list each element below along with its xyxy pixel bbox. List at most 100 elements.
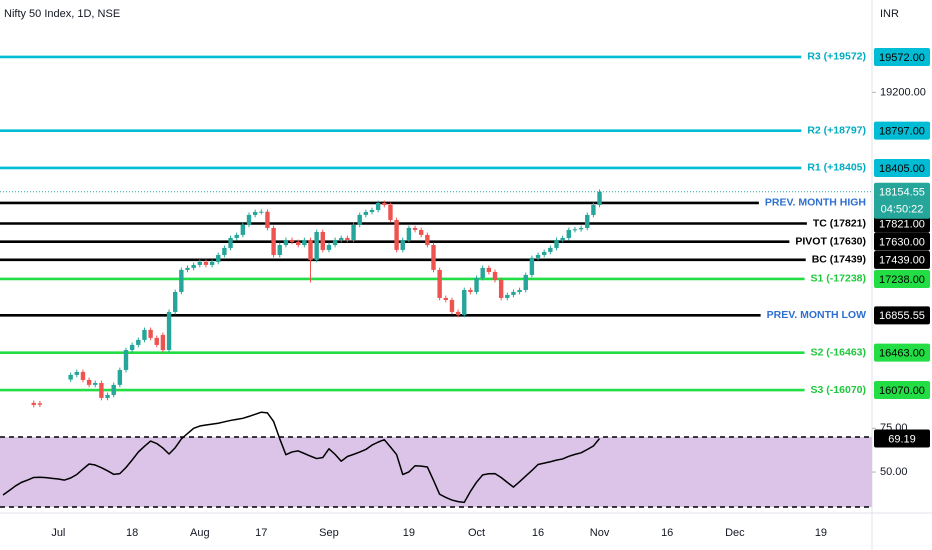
candle-body [394,219,399,250]
candle-body [277,244,282,255]
level-label: BC (17439) [812,254,866,266]
level-label: R2 (+18797) [807,124,866,136]
candle-body [283,239,289,245]
candle-body [228,237,233,248]
candle-body [68,374,73,380]
candle-body [111,384,116,395]
y-tick-label: 19200.00 [880,86,926,98]
level-price-label: 16855.55 [879,310,925,322]
candle-body [351,224,356,240]
level-price-box [874,381,930,400]
x-tick-label: 16 [532,527,544,539]
candle-body [197,261,202,265]
candle-body [486,267,492,272]
level-price-box [874,232,930,251]
candle-body [222,247,227,255]
x-tick-label: Jul [51,527,65,539]
candle-body [142,329,147,340]
level-price-label: 18797.00 [879,126,925,138]
candle-body [449,299,455,312]
candle-body [99,382,104,398]
countdown-label: 04:50:22 [881,204,924,216]
candle-body [209,261,215,265]
candle-body [412,227,418,230]
rsi-band [0,437,872,508]
candle-body [572,229,578,231]
candle-body [517,289,522,292]
candle-body [554,239,559,248]
rsi-line [2,411,601,504]
price-pane [0,55,872,408]
level-price-box [874,343,930,362]
x-tick-label: 17 [255,527,267,539]
candle-body [265,211,270,228]
candle-body [173,291,178,312]
candle-body [492,272,498,280]
candle-body [80,371,86,380]
candle-body [505,294,510,298]
candle-body [566,229,571,238]
candle-body [535,254,541,258]
candle-body [363,211,369,215]
candle-body [345,237,350,240]
candle-body [252,211,258,215]
candle-body [240,224,246,235]
currency-label: INR [880,8,899,20]
level-price-box [874,158,930,177]
level-price-label: 18405.00 [879,163,925,175]
candle-body [259,211,264,213]
rsi-tick-label: 50.00 [880,466,908,478]
candle-body [332,239,338,245]
candle-body [375,202,381,210]
candle-body [271,227,276,255]
candle-body [74,371,79,375]
x-tick-label: Aug [190,527,210,539]
candle-body [234,234,239,238]
candle-body [462,289,467,315]
level-price-box [874,47,930,66]
candle-body [480,267,485,278]
level-price-label: 17238.00 [879,274,925,286]
level-price-label: 16463.00 [879,348,925,360]
candle-body [37,403,43,405]
level-price-label: 16070.00 [879,385,925,397]
candle-body [191,264,196,268]
candle-body [400,239,405,250]
level-label: S3 (-16070) [811,384,866,396]
level-price-box [874,121,930,140]
x-tick-label: Oct [468,527,485,539]
level-price-label: 17439.00 [879,255,925,267]
candle-body [93,382,98,385]
x-tick-label: Nov [590,527,610,539]
x-tick-label: 16 [661,527,673,539]
level-label: PREV. MONTH HIGH [765,197,866,209]
x-tick-label: Dec [725,527,745,539]
candle-body [382,202,387,205]
level-label: TC (17821) [813,217,866,229]
candle-body [123,349,129,370]
candle-body [86,379,92,385]
candle-body [129,344,135,350]
candle-body [548,247,553,252]
level-price-label: 17630.00 [879,237,925,249]
last-price-box [874,182,930,219]
candle-body [314,231,319,260]
candle-body [339,237,344,240]
level-label: PREV. MONTH LOW [767,309,866,321]
candle-body [437,269,442,298]
candle-body [166,311,172,350]
candle-body [560,237,565,240]
rsi-value-label: 69.19 [888,433,916,445]
candle-body [468,289,473,292]
candle-body [455,311,461,315]
rsi-pane [0,411,872,508]
candle-body [578,227,584,230]
candle-body [136,339,141,345]
candle-body [216,254,221,262]
candle-body [425,234,430,245]
level-label: PIVOT (17630) [795,235,866,247]
candle-body [117,369,123,385]
level-price-label: 19572.00 [879,52,925,64]
level-label: S2 (-16463) [811,346,866,358]
